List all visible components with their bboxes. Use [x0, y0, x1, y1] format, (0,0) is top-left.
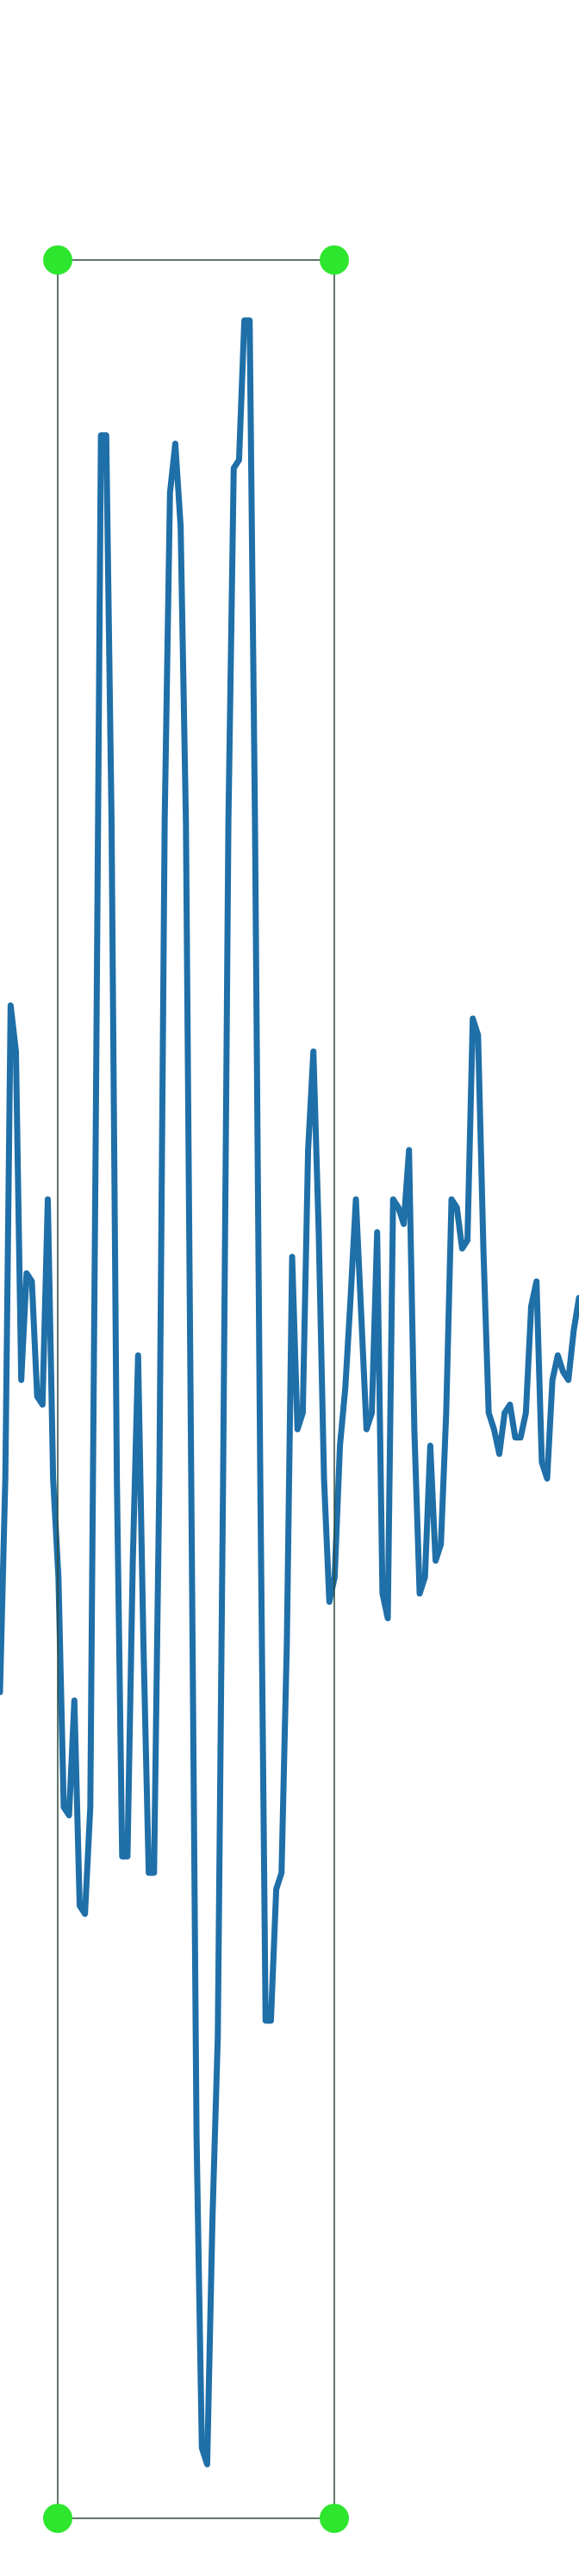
selection-box[interactable]	[57, 259, 335, 2519]
waveform	[0, 317, 579, 2468]
selection-handle[interactable]	[43, 2504, 72, 2533]
selection-handle[interactable]	[43, 245, 72, 275]
wave-line	[0, 317, 579, 2468]
selection-handle[interactable]	[320, 2504, 349, 2533]
selection-handle[interactable]	[320, 245, 349, 275]
